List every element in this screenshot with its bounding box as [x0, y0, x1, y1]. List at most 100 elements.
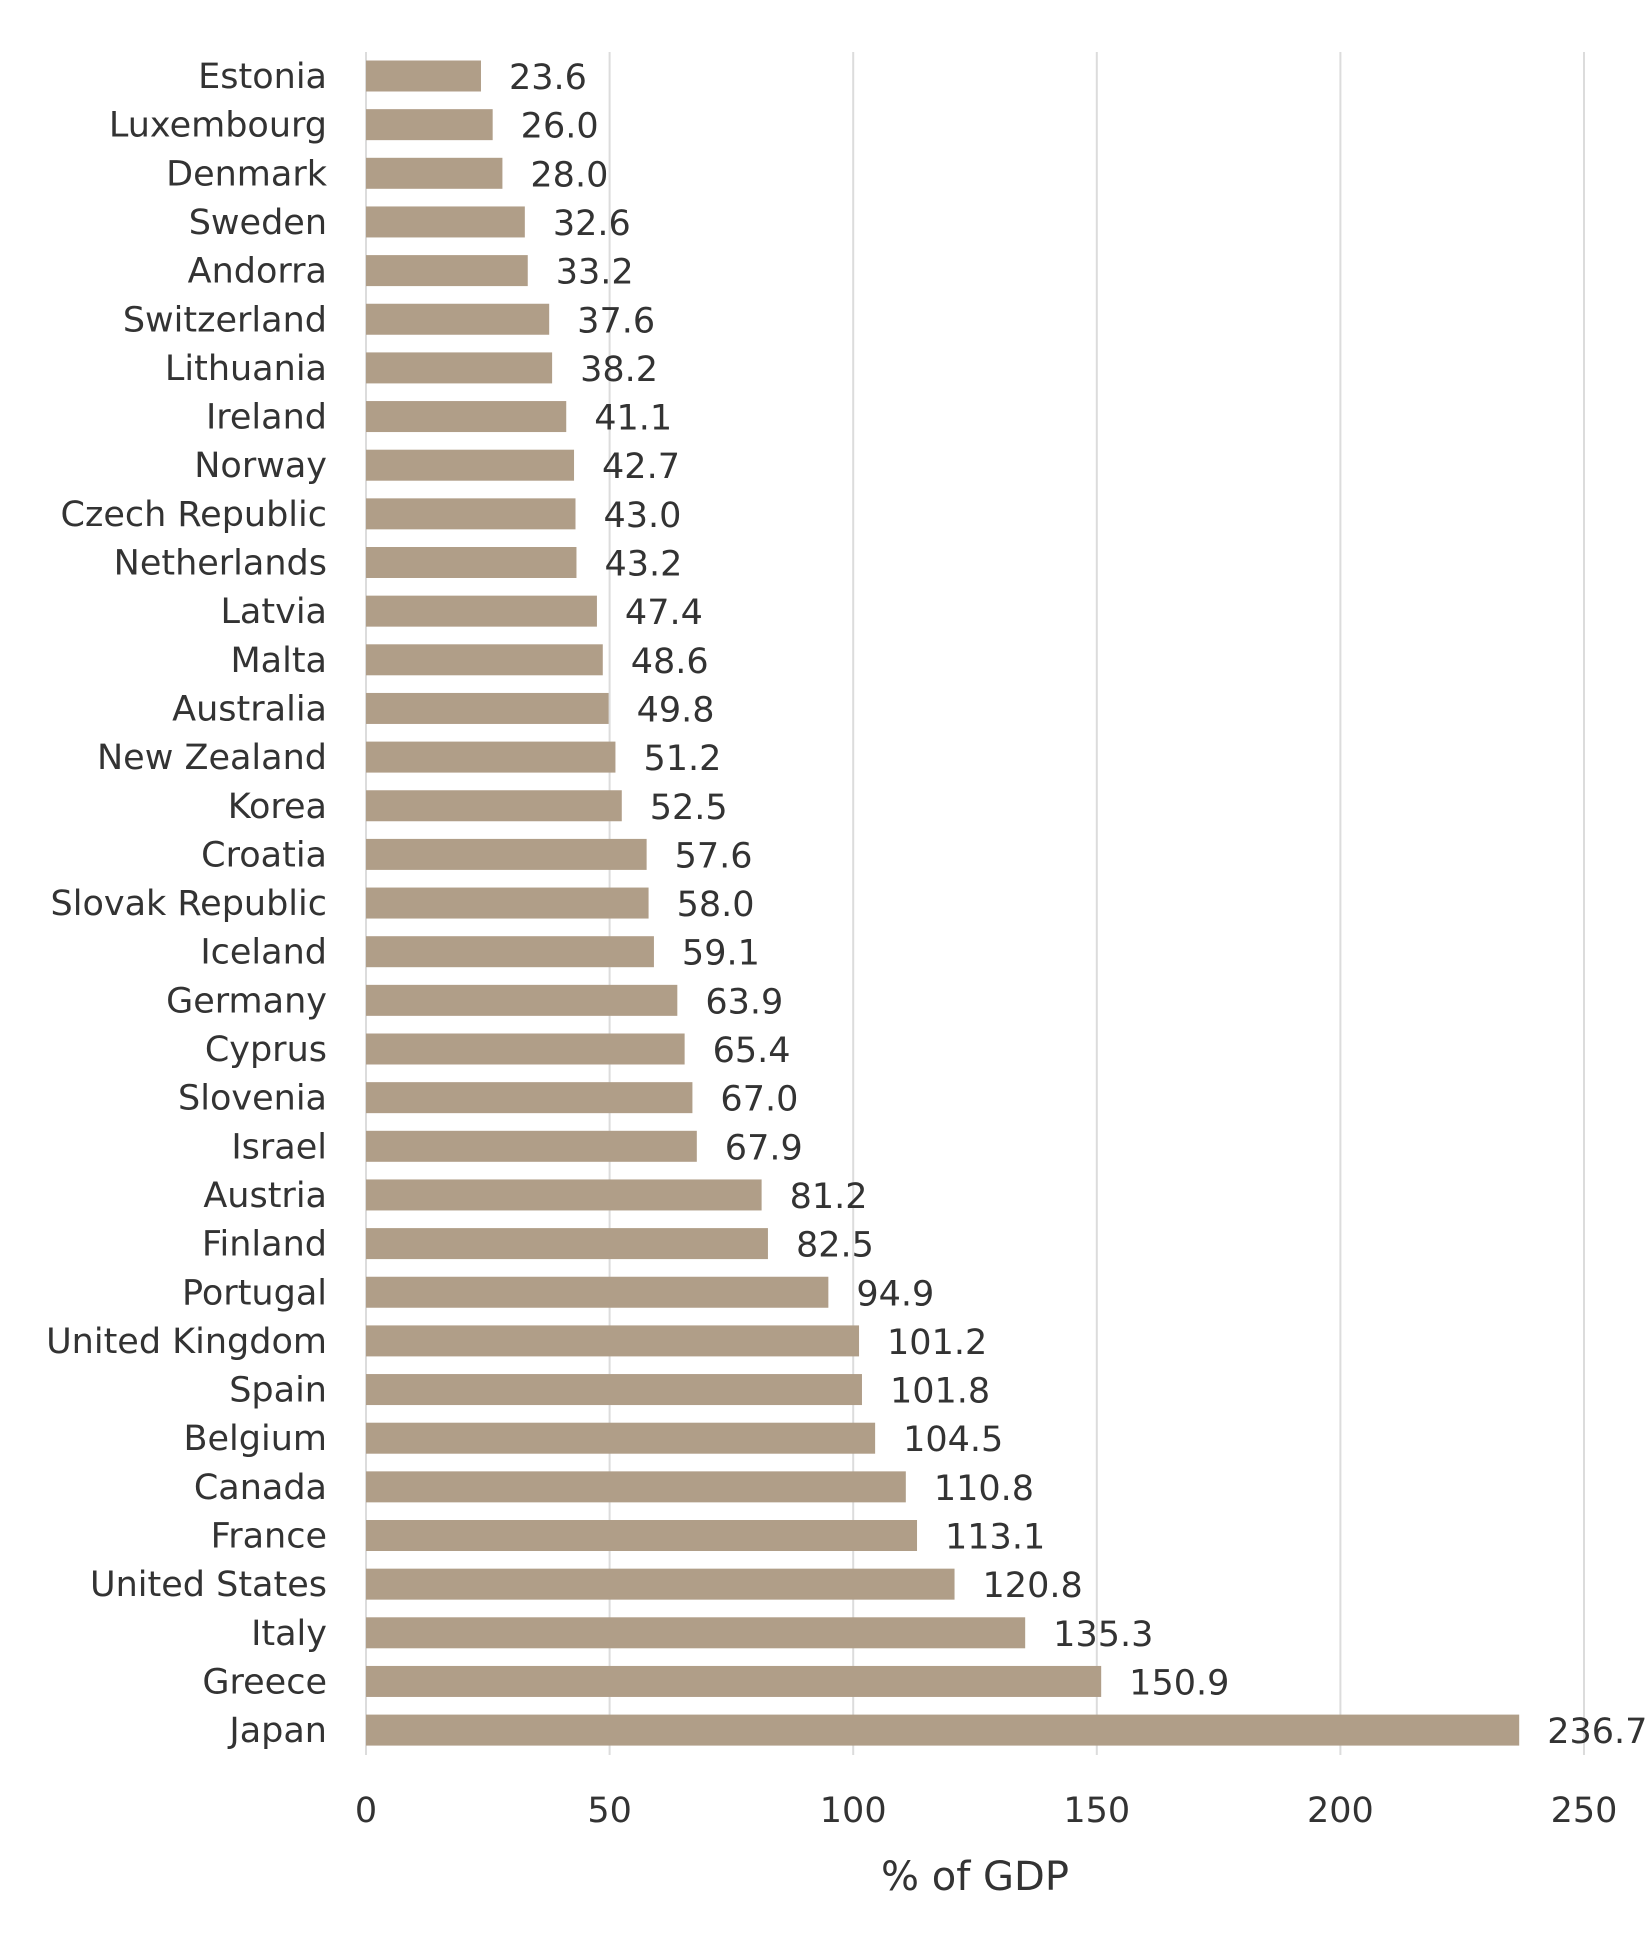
bar-iceland [366, 936, 654, 968]
category-label-estonia: Estonia [198, 57, 327, 97]
bar-slovak-republic [366, 887, 649, 919]
category-label-canada: Canada [194, 1468, 327, 1508]
bar-netherlands [366, 547, 577, 578]
value-label-portugal: 94.9 [856, 1274, 934, 1314]
value-label-ireland: 41.1 [594, 399, 672, 439]
x-tick-label-150: 150 [1063, 1791, 1130, 1831]
value-label-france: 113.1 [945, 1518, 1045, 1558]
category-label-netherlands: Netherlands [114, 544, 327, 584]
bar-austria [366, 1179, 762, 1211]
value-label-canada: 110.8 [934, 1469, 1034, 1509]
value-label-switzerland: 37.6 [577, 301, 655, 341]
value-label-austria: 81.2 [790, 1177, 868, 1217]
category-label-denmark: Denmark [166, 154, 328, 194]
category-label-latvia: Latvia [220, 592, 327, 632]
value-label-czech-republic: 43.0 [603, 496, 681, 536]
bar-norway [366, 449, 575, 481]
category-label-iceland: Iceland [200, 933, 327, 973]
bar-lithuania [366, 352, 553, 384]
value-label-lithuania: 38.2 [580, 350, 658, 390]
bar-united-states [366, 1568, 955, 1600]
bar-new-zealand [366, 741, 616, 773]
bar-australia [366, 692, 609, 724]
category-label-austria: Austria [203, 1176, 327, 1216]
bar-italy [366, 1617, 1026, 1649]
bar-denmark [366, 157, 503, 189]
bar-germany [366, 984, 678, 1016]
value-label-israel: 67.9 [725, 1128, 803, 1168]
value-label-cyprus: 65.4 [713, 1031, 791, 1071]
x-tick-label-50: 50 [587, 1791, 632, 1831]
value-label-norway: 42.7 [602, 447, 680, 487]
bar-malta [366, 644, 603, 676]
category-label-switzerland: Switzerland [123, 300, 327, 340]
category-label-france: France [211, 1517, 327, 1557]
bar-greece [366, 1665, 1102, 1697]
category-label-united-states: United States [90, 1565, 327, 1605]
category-label-spain: Spain [229, 1371, 327, 1411]
bar-switzerland [366, 303, 550, 335]
bar-israel [366, 1130, 697, 1162]
bar-andorra [366, 255, 528, 287]
category-label-new-zealand: New Zealand [97, 738, 327, 778]
bar-korea [366, 790, 622, 822]
category-label-andorra: Andorra [188, 252, 327, 292]
bar-croatia [366, 838, 647, 870]
x-tick-labels: 0 50 100 150 200 250 [355, 1791, 1618, 1831]
bar-luxembourg [366, 109, 493, 141]
bar-cyprus [366, 1033, 685, 1065]
bar-estonia [366, 60, 481, 92]
bar-czech-republic [366, 498, 576, 530]
value-label-japan: 236.7 [1547, 1712, 1647, 1752]
bar-sweden [366, 206, 525, 238]
x-tick-label-0: 0 [355, 1791, 377, 1831]
x-axis-title: % of GDP [881, 1854, 1069, 1900]
value-label-latvia: 47.4 [625, 593, 703, 633]
category-label-malta: Malta [230, 641, 327, 681]
value-labels: 23.6 26.0 28.0 32.6 33.2 37.6 38.2 41.1 42.7 43.0… [509, 58, 1647, 1752]
category-label-finland: Finland [202, 1225, 327, 1265]
bar-japan [366, 1714, 1520, 1746]
bar-ireland [366, 401, 567, 433]
x-tick-label-200: 200 [1307, 1791, 1374, 1831]
bar-france [366, 1520, 918, 1551]
category-label-sweden: Sweden [189, 203, 327, 243]
category-label-ireland: Ireland [206, 398, 327, 438]
category-label-korea: Korea [228, 787, 327, 827]
category-label-italy: Italy [251, 1614, 327, 1654]
value-label-germany: 63.9 [705, 982, 783, 1022]
value-label-luxembourg: 26.0 [521, 107, 599, 147]
category-label-japan: Japan [227, 1711, 327, 1751]
value-label-croatia: 57.6 [675, 836, 753, 876]
value-label-korea: 52.5 [650, 788, 728, 828]
category-label-israel: Israel [231, 1127, 327, 1167]
value-label-italy: 135.3 [1053, 1615, 1153, 1655]
bar-canada [366, 1471, 906, 1503]
value-label-united-states: 120.8 [983, 1566, 1083, 1606]
category-label-australia: Australia [172, 689, 327, 729]
value-label-sweden: 32.6 [553, 204, 631, 244]
bar-spain [366, 1374, 862, 1406]
category-label-czech-republic: Czech Republic [61, 495, 327, 535]
value-label-slovenia: 67.0 [720, 1080, 798, 1120]
value-label-greece: 150.9 [1129, 1663, 1229, 1703]
bar-finland [366, 1228, 768, 1260]
bar-united-kingdom [366, 1325, 860, 1357]
category-labels: Estonia Luxembourg Denmark Sweden Andorra Swi… [46, 57, 328, 1751]
category-label-portugal: Portugal [182, 1273, 327, 1313]
value-label-denmark: 28.0 [530, 155, 608, 195]
bar-latvia [366, 595, 597, 627]
x-tick-label-100: 100 [820, 1791, 887, 1831]
category-label-germany: Germany [166, 981, 327, 1021]
bars [366, 60, 1520, 1746]
value-label-finland: 82.5 [796, 1226, 874, 1266]
value-label-new-zealand: 51.2 [643, 739, 721, 779]
value-label-estonia: 23.6 [509, 58, 587, 98]
category-label-croatia: Croatia [201, 835, 327, 875]
x-tick-label-250: 250 [1551, 1791, 1618, 1831]
grid-lines [365, 52, 1585, 1755]
bar-belgium [366, 1422, 876, 1454]
value-label-slovak-republic: 58.0 [677, 885, 755, 925]
category-label-belgium: Belgium [184, 1419, 328, 1459]
